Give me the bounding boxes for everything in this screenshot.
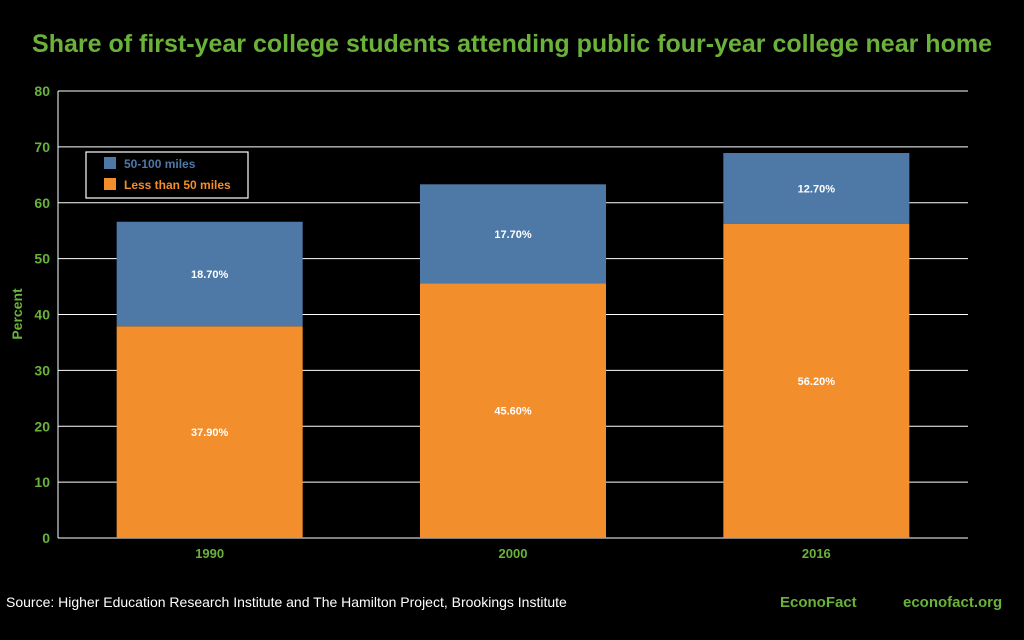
y-tick-label: 10 bbox=[34, 474, 50, 490]
data-labels: 37.90% 18.70% 45.60% 17.70% 56.20% 12.70% bbox=[191, 184, 835, 440]
legend-swatch-less-than-50-miles bbox=[104, 178, 116, 190]
y-tick-label: 20 bbox=[34, 418, 50, 434]
bar-segment-less-than-50-miles-2016 bbox=[723, 223, 910, 539]
x-tick-label: 1990 bbox=[195, 546, 224, 561]
data-label: 18.70% bbox=[191, 269, 229, 281]
y-tick-label: 60 bbox=[34, 195, 50, 211]
y-tick-label: 0 bbox=[42, 530, 50, 546]
data-label: 17.70% bbox=[494, 229, 532, 241]
y-tick-label: 50 bbox=[34, 251, 50, 267]
legend-swatch-50-100-miles bbox=[104, 157, 116, 169]
data-label: 37.90% bbox=[191, 427, 229, 439]
data-label: 12.70% bbox=[798, 184, 836, 196]
bar-segment-less-than-50-miles-1990 bbox=[116, 326, 303, 538]
y-tick-label: 30 bbox=[34, 362, 50, 378]
y-tick-label: 40 bbox=[34, 307, 50, 323]
brand-url: econofact.org bbox=[903, 594, 1003, 611]
y-tick-label: 80 bbox=[34, 83, 50, 99]
legend-label-less-than-50-miles: Less than 50 miles bbox=[124, 178, 231, 192]
data-label: 56.20% bbox=[798, 376, 836, 388]
y-axis-label: Percent bbox=[9, 288, 25, 340]
x-tick-label: 2016 bbox=[802, 546, 831, 561]
bar-segment-50-100-miles-2016 bbox=[723, 153, 910, 224]
legend: 50-100 miles Less than 50 miles bbox=[85, 151, 249, 199]
data-label: 45.60% bbox=[494, 406, 532, 418]
chart-title: Share of first-year college students att… bbox=[32, 30, 992, 58]
y-axis-ticks: 0 10 20 30 40 50 60 70 80 bbox=[34, 83, 50, 546]
y-tick-label: 70 bbox=[34, 139, 50, 155]
bar-segment-less-than-50-miles-2000 bbox=[420, 283, 606, 538]
x-tick-label: 2000 bbox=[499, 546, 528, 561]
legend-label-50-100-miles: 50-100 miles bbox=[124, 157, 196, 171]
source-note: Source: Higher Education Research Instit… bbox=[6, 594, 567, 610]
bar-segment-50-100-miles-2000 bbox=[420, 184, 606, 284]
x-axis-ticks: 1990 2000 2016 bbox=[195, 546, 831, 561]
brand-name: EconoFact bbox=[780, 594, 857, 611]
bars bbox=[116, 153, 910, 539]
bar-segment-50-100-miles-1990 bbox=[116, 221, 303, 327]
